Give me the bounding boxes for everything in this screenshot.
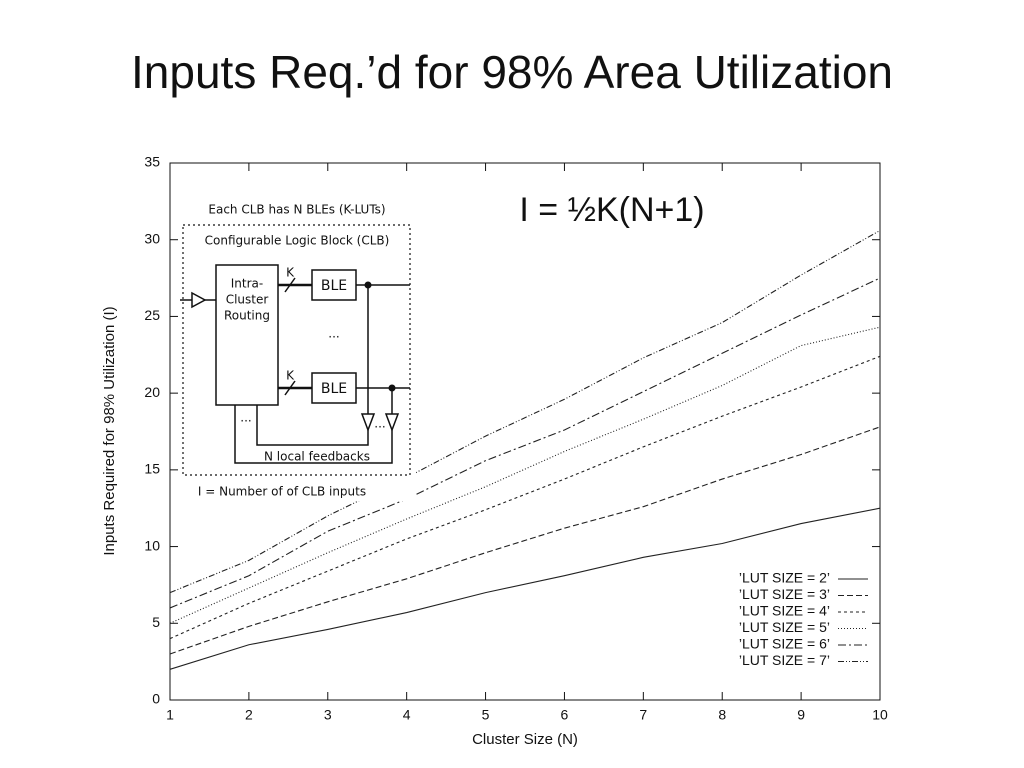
x-axis-label: Cluster Size (N) (472, 731, 578, 748)
dots: ... (374, 417, 385, 431)
x-tick-label: 10 (872, 707, 888, 723)
x-tick-label: 7 (639, 707, 647, 723)
legend-label: ’LUT SIZE = 3’ (739, 586, 830, 602)
routing-label: Routing (224, 309, 270, 323)
k-label: K (286, 369, 295, 383)
inset-background (178, 197, 416, 501)
y-tick-label: 25 (144, 307, 160, 323)
inset-caption: Each CLB has N BLEs (K-LUTs) (208, 203, 385, 217)
legend-label: ’LUT SIZE = 4’ (739, 603, 830, 619)
routing-label: Cluster (226, 293, 269, 307)
routing-label: Intra- (231, 277, 263, 291)
ble-label: BLE (321, 381, 347, 397)
y-tick-label: 15 (144, 461, 160, 477)
dots: ... (240, 411, 251, 425)
y-tick-label: 30 (144, 230, 160, 246)
y-axis-label: Inputs Required for 98% Utilization (I) (101, 306, 118, 555)
x-tick-label: 9 (797, 707, 805, 723)
plot (169, 230, 881, 670)
plot-frame (169, 162, 881, 701)
y-tick-label: 35 (144, 154, 160, 170)
feedback-buffer (384, 413, 400, 433)
feedback-wire (234, 405, 393, 464)
dots: ... (328, 327, 339, 341)
series-line (169, 277, 881, 609)
x-tick-label: 6 (561, 707, 569, 723)
clb-diagram: Each CLB has N BLEs (K-LUTs) Configurabl… (180, 203, 411, 499)
legend-label: ’LUT SIZE = 6’ (739, 636, 830, 652)
x-tick-label: 3 (324, 707, 332, 723)
inset-footnote: I = Number of of CLB inputs (198, 485, 366, 499)
feedback-buffer (360, 413, 376, 433)
series-line (169, 355, 881, 640)
x-tick-label: 4 (403, 707, 411, 723)
series-line (169, 426, 881, 655)
series-line (169, 326, 881, 624)
clb-box (182, 224, 411, 476)
formula-annotation: I = ½K(N+1) (519, 191, 704, 229)
ble-label: BLE (321, 278, 347, 294)
k-label: K (286, 266, 295, 280)
routing-box (215, 264, 279, 406)
y-tick-label: 0 (152, 691, 160, 707)
y-tick-label: 10 (144, 537, 160, 553)
x-tick-label: 5 (482, 707, 490, 723)
legend-label: ’LUT SIZE = 7’ (739, 652, 830, 668)
x-tick-label: 8 (718, 707, 726, 723)
slide-title: Inputs Req.’d for 98% Area Utilization (131, 46, 893, 98)
block-title: Configurable Logic Block (CLB) (205, 234, 390, 248)
x-tick-label: 1 (166, 707, 174, 723)
legend-label: ’LUT SIZE = 2’ (739, 570, 830, 586)
bus-slash (284, 277, 296, 293)
input-buffer (191, 291, 207, 309)
bus-slash (284, 380, 296, 396)
y-tick-label: 20 (144, 384, 160, 400)
feedback-label: N local feedbacks (264, 450, 370, 464)
legend-label: ’LUT SIZE = 5’ (739, 619, 830, 635)
feedback-wire (256, 405, 369, 446)
series-line (169, 507, 881, 670)
series-line (169, 230, 881, 594)
y-tick-label: 5 (152, 614, 160, 630)
x-tick-label: 2 (245, 707, 253, 723)
